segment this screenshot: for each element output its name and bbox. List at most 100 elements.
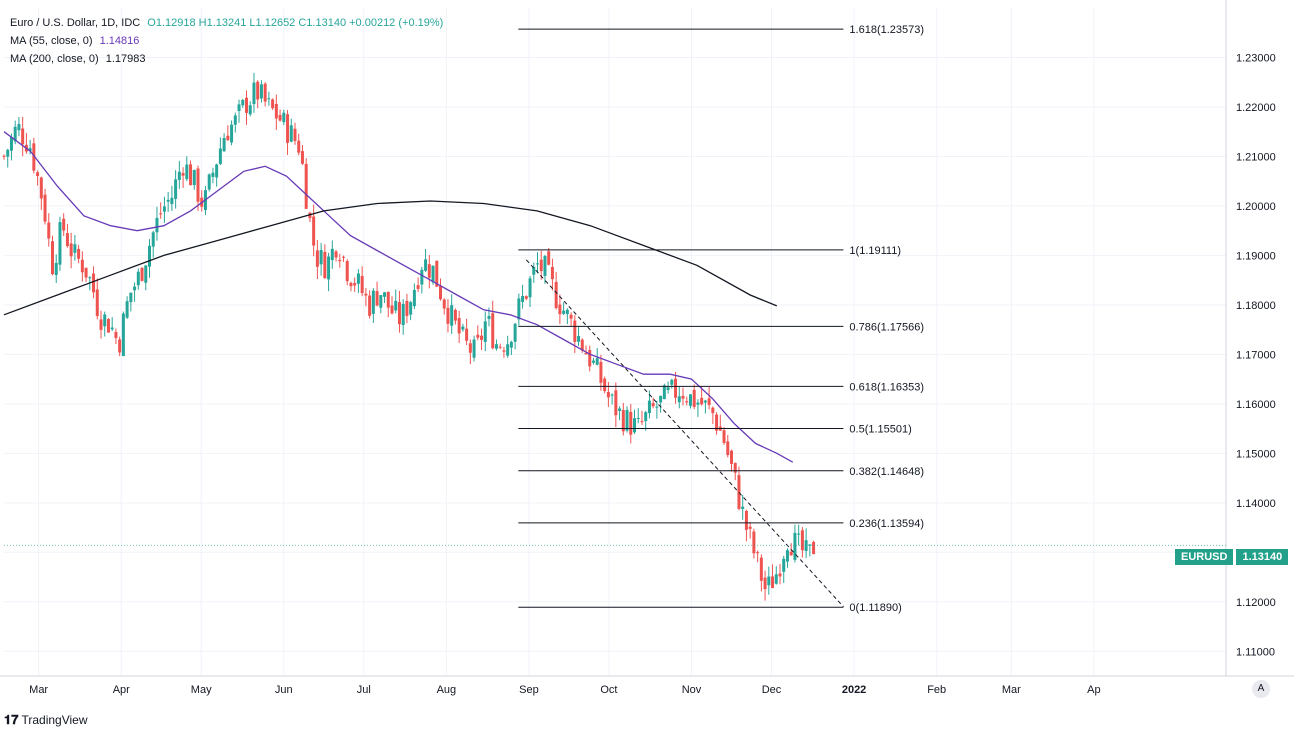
x-tick-label: Nov bbox=[682, 684, 702, 696]
candle-body bbox=[77, 248, 81, 259]
candle-body bbox=[386, 291, 390, 308]
candle-body bbox=[405, 300, 409, 316]
candle-body bbox=[222, 137, 226, 152]
candle-body bbox=[647, 400, 651, 414]
ma200-line bbox=[3, 200, 778, 316]
y-tick-label: 1.12000 bbox=[1236, 597, 1276, 609]
candle-body bbox=[480, 335, 484, 340]
candle-body bbox=[174, 179, 178, 199]
y-tick-label: 1.18000 bbox=[1236, 300, 1276, 312]
candle-body bbox=[181, 173, 185, 176]
candle-body bbox=[550, 266, 554, 280]
candle-body bbox=[472, 339, 476, 358]
candle-body bbox=[692, 389, 696, 407]
candle-body bbox=[662, 385, 666, 400]
candle-body bbox=[502, 350, 506, 352]
candle-body bbox=[327, 256, 331, 280]
fib-retracement: 1.618(1.23573) 1(1.19111) 0.786(1.17566) 0.… bbox=[518, 24, 924, 614]
y-tick-label: 1.23000 bbox=[1236, 52, 1276, 64]
candle-body bbox=[196, 168, 200, 202]
candle-body bbox=[726, 441, 730, 456]
candle-body bbox=[498, 346, 502, 348]
candle-body bbox=[323, 251, 327, 279]
candle-body bbox=[2, 155, 6, 157]
candle-body bbox=[62, 218, 66, 231]
candle-body bbox=[521, 296, 525, 302]
candle-body bbox=[379, 295, 383, 308]
candle-body bbox=[711, 407, 715, 414]
candle-body bbox=[789, 551, 793, 556]
x-tick-label: Dec bbox=[762, 684, 782, 696]
candle-body bbox=[103, 314, 107, 327]
legend-symbol: Euro / U.S. Dollar, 1D, IDC bbox=[10, 17, 141, 29]
candle-body bbox=[543, 256, 547, 276]
candles bbox=[2, 72, 816, 601]
fib-level-label: 0.786(1.17566) bbox=[849, 321, 924, 333]
candle-body bbox=[159, 213, 163, 215]
candle-body bbox=[677, 396, 681, 403]
candle-body bbox=[151, 232, 155, 247]
candle-body bbox=[599, 361, 603, 383]
candle-body bbox=[506, 344, 510, 356]
candle-body bbox=[136, 271, 140, 286]
grid bbox=[4, 8, 1226, 676]
candle-body bbox=[375, 291, 379, 306]
candle-body bbox=[148, 245, 152, 267]
chart-legend: Euro / U.S. Dollar, 1D, IDC O1.12918 H1.… bbox=[10, 14, 443, 68]
candle-body bbox=[457, 318, 461, 334]
fib-level-label: 1(1.19111) bbox=[849, 245, 901, 257]
candle-body bbox=[681, 395, 685, 399]
candle-body bbox=[565, 309, 569, 315]
legend-ma55-row[interactable]: MA (55, close, 0) 1.14816 bbox=[10, 32, 443, 50]
candle-body bbox=[584, 352, 588, 355]
legend-ma200-row[interactable]: MA (200, close, 0) 1.17983 bbox=[10, 50, 443, 68]
candle-body bbox=[696, 402, 700, 405]
candle-body bbox=[618, 408, 622, 411]
candle-body bbox=[427, 264, 431, 278]
candle-body bbox=[539, 259, 543, 272]
tradingview-logo[interactable]: 𝟏𝟕 TradingView bbox=[4, 712, 88, 728]
candle-body bbox=[483, 321, 487, 342]
candle-body bbox=[446, 307, 450, 324]
candle-body bbox=[110, 327, 114, 330]
candle-body bbox=[785, 550, 789, 562]
candle-body bbox=[32, 143, 36, 171]
candle-body bbox=[252, 82, 256, 105]
candle-body bbox=[353, 283, 357, 286]
x-tick-label: Mar bbox=[1002, 684, 1021, 696]
candle-body bbox=[707, 398, 711, 405]
candle-body bbox=[368, 295, 372, 316]
auto-scale-button[interactable]: A bbox=[1252, 680, 1270, 698]
candle-body bbox=[13, 126, 17, 142]
candle-body bbox=[685, 401, 689, 403]
candle-body bbox=[603, 378, 607, 392]
candle-body bbox=[435, 260, 439, 287]
candle-body bbox=[562, 310, 566, 314]
candle-body bbox=[517, 298, 521, 320]
candle-body bbox=[487, 315, 491, 319]
candle-body bbox=[744, 510, 748, 530]
candle-body bbox=[263, 83, 267, 102]
candle-body bbox=[364, 293, 368, 296]
candle-body bbox=[703, 400, 707, 403]
candle-body bbox=[412, 289, 416, 307]
candle-body bbox=[763, 577, 767, 590]
candle-body bbox=[43, 194, 47, 222]
candle-body bbox=[92, 273, 96, 293]
candle-body bbox=[670, 379, 674, 385]
y-tick-label: 1.15000 bbox=[1236, 448, 1276, 460]
candle-body bbox=[297, 140, 301, 153]
candle-body bbox=[573, 320, 577, 342]
badge-symbol: EURUSD bbox=[1175, 549, 1234, 565]
candle-body bbox=[416, 285, 420, 289]
y-tick-label: 1.19000 bbox=[1236, 250, 1276, 262]
candle-body bbox=[345, 261, 349, 282]
x-tick-label: 2022 bbox=[842, 684, 866, 696]
candle-body bbox=[106, 319, 110, 333]
fib-level-label: 0.382(1.14648) bbox=[849, 466, 924, 478]
candle-body bbox=[528, 278, 532, 298]
candle-body bbox=[65, 233, 69, 247]
legend-ma200-value: 1.17983 bbox=[105, 53, 146, 65]
